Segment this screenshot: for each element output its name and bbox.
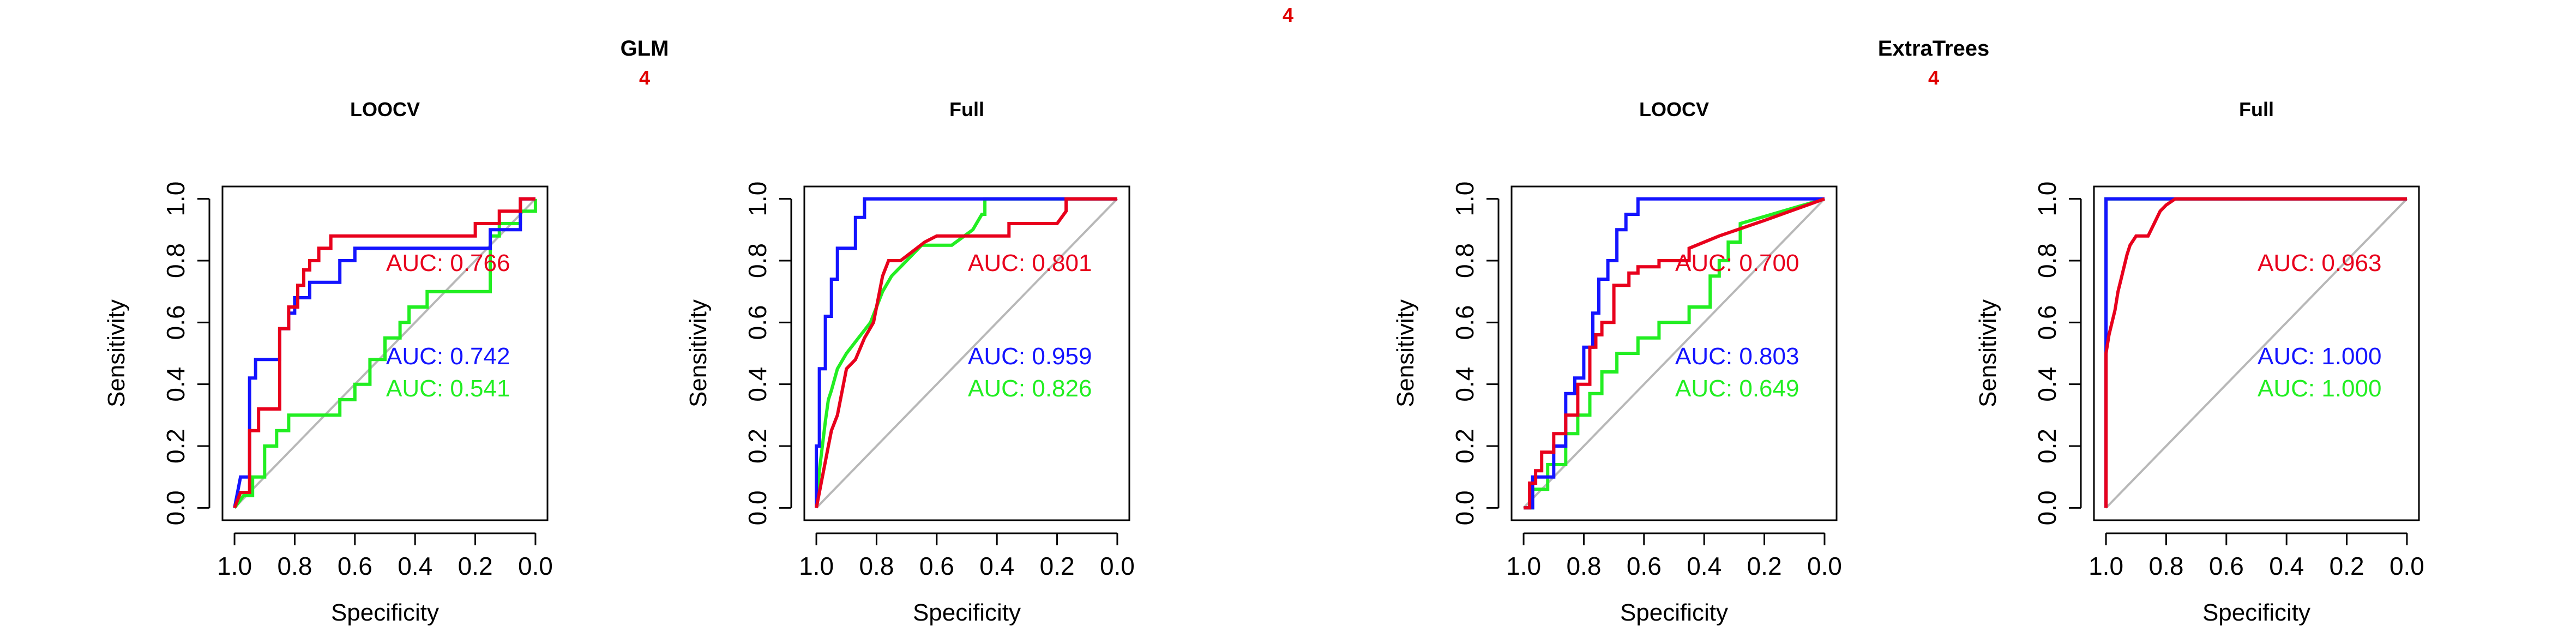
x-tick-label: 0.8 bbox=[277, 552, 312, 580]
x-tick-label: 0.6 bbox=[1627, 552, 1662, 580]
auc-label-red: AUC: 0.801 bbox=[968, 250, 1092, 276]
y-axis-title: Sensitivity bbox=[1975, 299, 2001, 407]
y-tick-label: 1.0 bbox=[743, 182, 772, 216]
auc-label-red: AUC: 0.700 bbox=[1675, 250, 1799, 276]
auc-label-green: AUC: 0.649 bbox=[1675, 375, 1799, 402]
x-tick-label: 0.2 bbox=[1040, 552, 1075, 580]
diagonal-reference-line bbox=[815, 198, 1118, 509]
panel-title: Full bbox=[949, 98, 984, 121]
panel-title: LOOCV bbox=[1639, 98, 1709, 121]
y-tick-label: 0.4 bbox=[1450, 367, 1479, 402]
x-tick-label: 0.4 bbox=[398, 552, 432, 580]
x-tick-label: 0.8 bbox=[1566, 552, 1601, 580]
group-marker-glm: 4 bbox=[639, 67, 650, 89]
x-tick-label: 0.6 bbox=[919, 552, 954, 580]
y-tick-label: 1.0 bbox=[2033, 182, 2061, 216]
roc-curve-green bbox=[815, 197, 1117, 508]
y-tick-label: 1.0 bbox=[161, 182, 190, 216]
auc-label-blue: AUC: 0.803 bbox=[1675, 343, 1799, 370]
roc-curve-red bbox=[233, 197, 535, 509]
x-tick-label: 0.0 bbox=[1807, 552, 1842, 580]
group-title-extratrees: ExtraTrees bbox=[1878, 37, 1990, 61]
y-tick-label: 0.6 bbox=[743, 305, 772, 340]
y-tick-label: 0.6 bbox=[2033, 305, 2061, 340]
roc-curve-blue bbox=[815, 197, 1117, 508]
y-tick-label: 0.8 bbox=[743, 243, 772, 278]
y-tick-label: 0.0 bbox=[1450, 490, 1479, 525]
x-tick-label: 1.0 bbox=[2089, 552, 2123, 580]
auc-label-green: AUC: 0.826 bbox=[968, 375, 1092, 402]
auc-label-red: AUC: 0.766 bbox=[386, 250, 510, 276]
x-tick-label: 0.0 bbox=[2390, 552, 2424, 580]
x-tick-label: 0.4 bbox=[1687, 552, 1722, 580]
plot-frame bbox=[803, 185, 1130, 521]
y-tick-label: 0.2 bbox=[743, 429, 772, 464]
group-marker-extratrees: 4 bbox=[1928, 67, 1939, 89]
figure-top-marker: 4 bbox=[1283, 4, 1293, 26]
x-tick-label: 0.0 bbox=[1100, 552, 1135, 580]
y-tick-label: 0.4 bbox=[161, 367, 190, 402]
diagonal-reference-line bbox=[1522, 198, 1826, 509]
x-tick-label: 1.0 bbox=[1506, 552, 1541, 580]
x-axis-title: Specificity bbox=[1620, 599, 1728, 626]
auc-label-blue: AUC: 1.000 bbox=[2258, 343, 2381, 370]
roc-curve-green bbox=[1524, 197, 1825, 510]
y-tick-label: 0.2 bbox=[161, 429, 190, 464]
x-tick-label: 0.8 bbox=[2148, 552, 2183, 580]
x-tick-label: 1.0 bbox=[217, 552, 252, 580]
y-tick-label: 0.0 bbox=[161, 490, 190, 525]
x-tick-label: 0.4 bbox=[979, 552, 1014, 580]
x-tick-label: 0.4 bbox=[2269, 552, 2304, 580]
y-tick-label: 0.4 bbox=[743, 367, 772, 402]
roc-curve-red bbox=[815, 197, 1117, 508]
roc-curve-red bbox=[1524, 197, 1825, 510]
x-tick-label: 1.0 bbox=[799, 552, 834, 580]
x-tick-label: 0.0 bbox=[518, 552, 553, 580]
x-axis-title: Specificity bbox=[913, 599, 1021, 626]
y-axis-title: Sensitivity bbox=[103, 299, 130, 407]
auc-label-blue: AUC: 0.742 bbox=[386, 343, 510, 370]
panel-title: Full bbox=[2239, 98, 2274, 121]
x-tick-label: 0.2 bbox=[2330, 552, 2364, 580]
diagonal-reference-line bbox=[2105, 198, 2408, 509]
x-tick-label: 0.6 bbox=[338, 552, 372, 580]
roc-panel-4: Full 1.0 0.8 0.6 0.4 0.2 0.0 Specificity 0.0 0.2 0… bbox=[1975, 98, 2424, 626]
y-tick-label: 0.8 bbox=[2033, 243, 2061, 278]
y-tick-label: 0.8 bbox=[161, 243, 190, 278]
x-tick-label: 0.6 bbox=[2209, 552, 2244, 580]
plot-frame bbox=[221, 185, 549, 521]
group-title-glm: GLM bbox=[621, 37, 669, 61]
y-tick-label: 0.8 bbox=[1450, 243, 1479, 278]
plot-frame bbox=[1510, 185, 1838, 521]
roc-panels: LOOCV 1.0 0.8 0.6 0.4 0.2 0.0 Specificity 0.0 0.2… bbox=[103, 98, 2424, 626]
x-axis-title: Specificity bbox=[2202, 599, 2310, 626]
auc-label-red: AUC: 0.963 bbox=[2258, 250, 2381, 276]
x-tick-label: 0.2 bbox=[458, 552, 493, 580]
x-tick-label: 0.2 bbox=[1747, 552, 1782, 580]
roc-panel-1: LOOCV 1.0 0.8 0.6 0.4 0.2 0.0 Specificity 0.0 0.2… bbox=[103, 98, 553, 626]
roc-curve-green bbox=[233, 198, 537, 509]
y-axis-title: Sensitivity bbox=[685, 299, 712, 407]
x-tick-label: 0.8 bbox=[859, 552, 894, 580]
y-tick-label: 0.2 bbox=[2033, 429, 2061, 464]
panel-title: LOOCV bbox=[350, 98, 420, 121]
y-tick-label: 0.6 bbox=[161, 305, 190, 340]
roc-curve-red bbox=[2104, 197, 2407, 508]
roc-panel-3: LOOCV 1.0 0.8 0.6 0.4 0.2 0.0 Specificity 0.0 0.2… bbox=[1392, 98, 1842, 626]
y-tick-label: 0.6 bbox=[1450, 305, 1479, 340]
auc-label-green: AUC: 0.541 bbox=[386, 375, 510, 402]
roc-panel-2: Full 1.0 0.8 0.6 0.4 0.2 0.0 Specificity 0.0 0.2 0… bbox=[685, 98, 1135, 626]
y-tick-label: 0.2 bbox=[1450, 429, 1479, 464]
y-tick-label: 0.0 bbox=[743, 490, 772, 525]
plot-frame bbox=[2093, 185, 2420, 521]
auc-label-blue: AUC: 0.959 bbox=[968, 343, 1092, 370]
y-tick-label: 0.0 bbox=[2033, 490, 2061, 525]
y-tick-label: 1.0 bbox=[1450, 182, 1479, 216]
x-axis-title: Specificity bbox=[331, 599, 439, 626]
auc-label-green: AUC: 1.000 bbox=[2258, 375, 2381, 402]
y-tick-label: 0.4 bbox=[2033, 367, 2061, 402]
y-axis-title: Sensitivity bbox=[1392, 299, 1419, 407]
roc-curve-blue bbox=[233, 197, 535, 508]
